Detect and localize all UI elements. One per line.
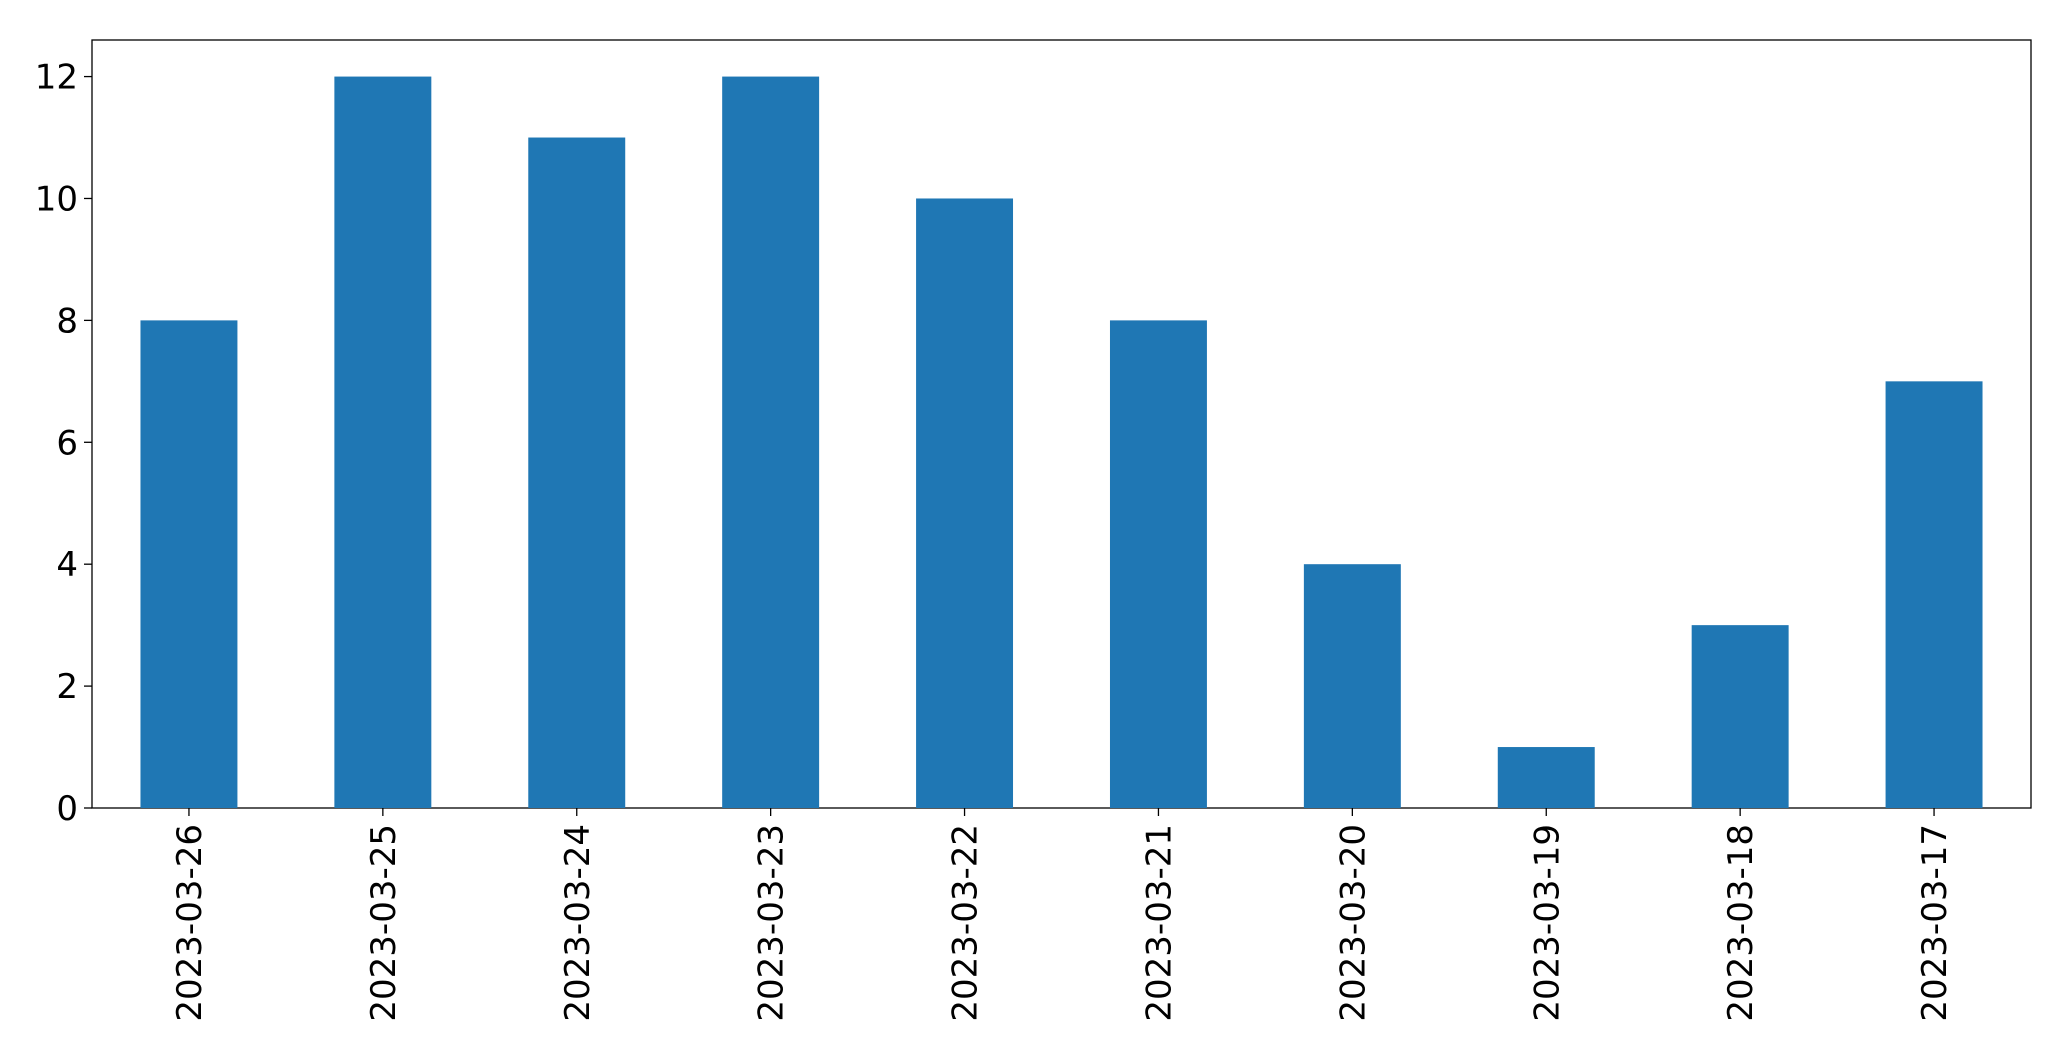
plot-frame xyxy=(91,39,2032,809)
x-tick-label: 2023-03-18 xyxy=(1721,824,1761,1022)
bar xyxy=(1691,625,1789,808)
x-tick-label: 2023-03-26 xyxy=(170,824,210,1022)
x-tick-label: 2023-03-23 xyxy=(752,824,792,1022)
x-tick-label: 2023-03-24 xyxy=(558,824,598,1022)
x-tick-label: 2023-03-25 xyxy=(364,824,404,1022)
y-tick-label: 4 xyxy=(56,545,78,585)
y-tick-label: 2 xyxy=(56,667,78,707)
bar xyxy=(722,76,820,809)
bar xyxy=(1109,320,1207,808)
bar xyxy=(1497,747,1595,808)
y-tick-label: 10 xyxy=(35,179,78,219)
y-tick-label: 6 xyxy=(56,423,78,463)
bar xyxy=(334,76,432,809)
x-tick-label: 2023-03-17 xyxy=(1915,824,1955,1022)
x-tick-label: 2023-03-21 xyxy=(1139,824,1179,1022)
y-tick-label: 0 xyxy=(56,789,78,829)
y-tick-label: 8 xyxy=(56,301,78,341)
x-tick-label: 2023-03-22 xyxy=(946,824,986,1022)
x-tick-label: 2023-03-19 xyxy=(1527,824,1567,1022)
y-tick-label: 12 xyxy=(35,58,78,98)
bar xyxy=(140,320,238,808)
bar xyxy=(916,198,1014,808)
bar xyxy=(1885,381,1983,808)
bar xyxy=(1303,564,1401,808)
x-tick-label: 2023-03-20 xyxy=(1333,824,1373,1022)
bar xyxy=(528,137,626,808)
